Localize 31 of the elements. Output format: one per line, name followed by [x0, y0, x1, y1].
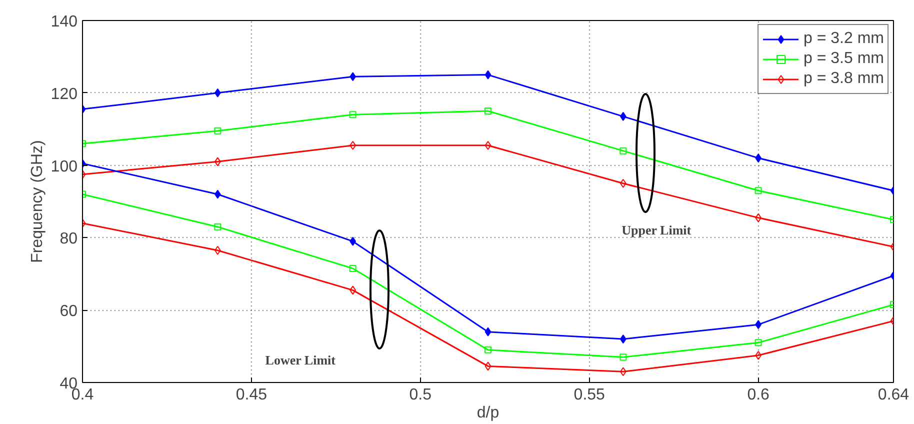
y-tick-label: 80: [60, 230, 78, 248]
legend-label: p = 3.8 mm: [804, 70, 884, 88]
point: [349, 111, 356, 118]
point: [214, 127, 222, 134]
point: [620, 147, 627, 154]
point: [214, 223, 222, 230]
x-tick-label: 0.55: [574, 386, 606, 404]
y-tick-label: 140: [50, 14, 78, 30]
point: [484, 108, 492, 114]
x-tick-label: 0.64: [878, 386, 910, 404]
point: [754, 339, 762, 346]
y-axis-title: Frequency (GHz): [28, 140, 46, 263]
x-tick-label: 0.45: [236, 386, 268, 404]
legend-label: p = 3.2 mm: [804, 30, 884, 48]
x-axis-title: d/p: [476, 404, 500, 422]
y-tick-label: 120: [50, 86, 78, 103]
annotation: Lower Limit: [265, 352, 336, 368]
y-tick-label: 60: [60, 303, 78, 320]
x-tick-label: 0.6: [747, 386, 770, 404]
point: [484, 362, 492, 371]
point: [349, 264, 356, 272]
legend-label: p = 3.5 mm: [804, 50, 884, 68]
point: [620, 354, 627, 361]
point: [484, 346, 492, 354]
y-tick-label: 100: [50, 158, 78, 176]
x-tick-label: 0.5: [409, 386, 432, 404]
point: [484, 327, 492, 336]
annotation: Upper Limit: [622, 222, 692, 238]
point: [754, 187, 762, 194]
point: [484, 70, 492, 80]
point: [484, 140, 492, 150]
